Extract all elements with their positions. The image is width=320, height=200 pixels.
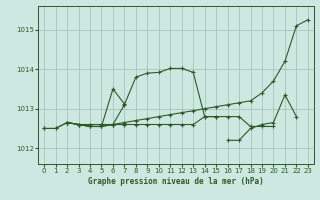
X-axis label: Graphe pression niveau de la mer (hPa): Graphe pression niveau de la mer (hPa) [88, 177, 264, 186]
